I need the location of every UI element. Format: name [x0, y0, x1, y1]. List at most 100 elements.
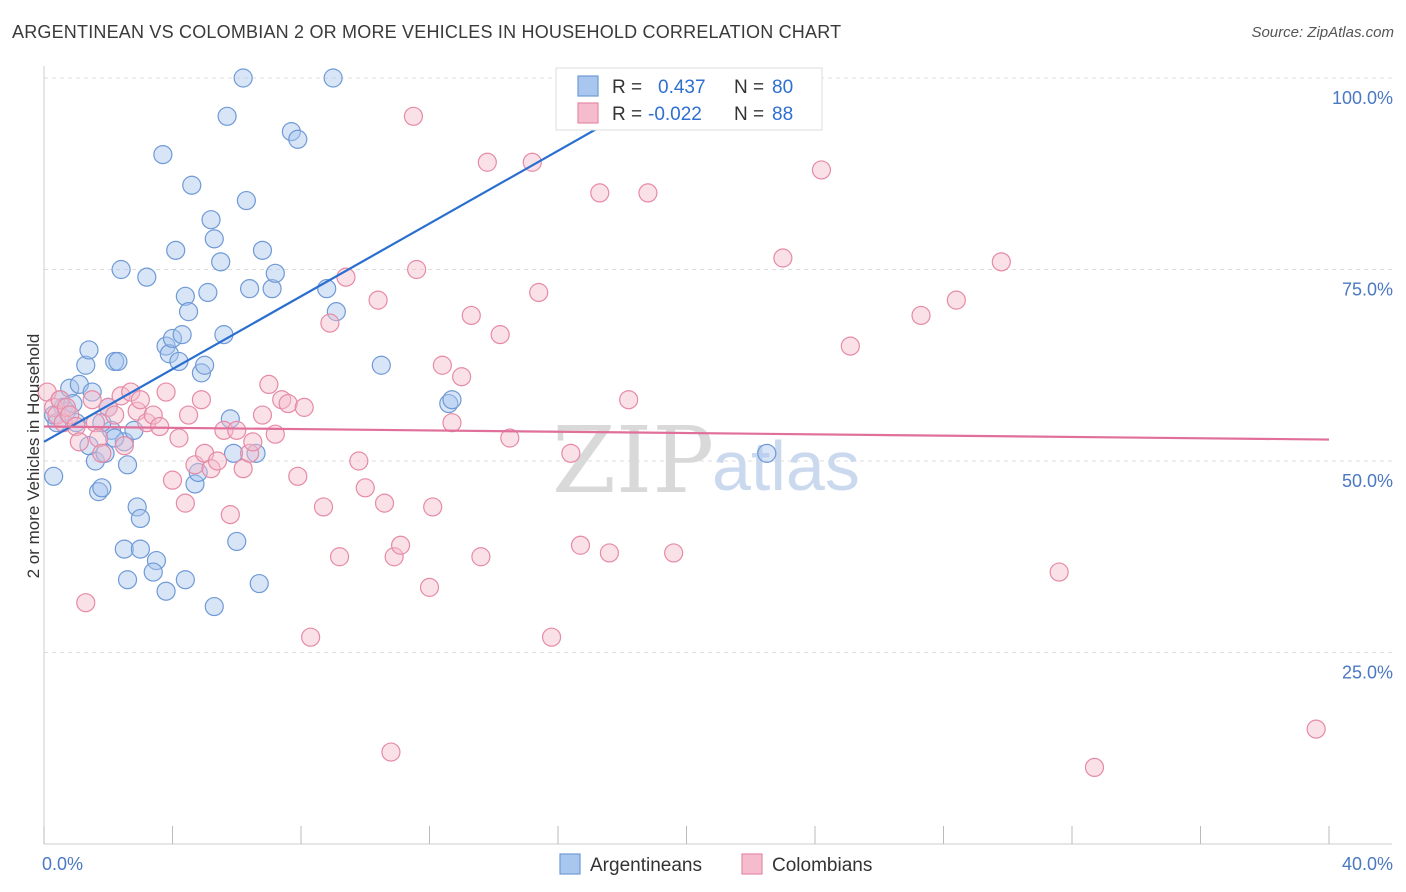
argentineans-point	[156, 581, 176, 601]
colombians-point	[423, 497, 443, 517]
legend-n-label: N =	[734, 104, 764, 125]
x-tick-labels: 0.0% 40.0%	[42, 854, 1393, 874]
argentineans-point	[246, 443, 266, 463]
colombians-point	[442, 413, 462, 433]
colombians-point	[178, 405, 199, 425]
colombians-point	[490, 325, 510, 345]
colombians-point	[1049, 562, 1069, 582]
argentineans-point	[178, 302, 199, 322]
colombians-point	[288, 466, 308, 486]
colombians-point	[349, 451, 369, 471]
argentineans-point	[114, 539, 134, 559]
legend-r-value: -0.022	[648, 104, 702, 125]
argentineans-point	[240, 279, 260, 299]
colombians-point	[390, 535, 411, 555]
argentineans-point	[79, 340, 99, 360]
trend-lines	[43, 77, 1330, 443]
legend-r-value: 0.437	[658, 77, 706, 98]
colombians-point	[1306, 719, 1326, 739]
colombians-point	[252, 405, 273, 425]
legend-label-colombians: Colombians	[772, 855, 872, 876]
argentineans-point	[105, 428, 125, 448]
series-legend: Argentineans Colombians	[559, 853, 872, 876]
colombians-point	[329, 547, 350, 567]
argentineans-point	[156, 336, 176, 356]
colombians-point	[114, 436, 134, 456]
argentineans-trend-line	[43, 77, 688, 443]
colombians-point	[320, 313, 340, 333]
colombians-point	[381, 742, 401, 762]
colombians-point	[240, 443, 260, 463]
colombians-point	[207, 451, 228, 471]
argentineans-point	[162, 328, 183, 349]
argentineans-point	[92, 478, 112, 498]
colombians-point	[243, 432, 263, 452]
argentineans-point	[44, 466, 64, 486]
legend-swatch-argentineans	[577, 75, 599, 97]
colombians-point	[374, 493, 395, 513]
argentineans-point	[326, 302, 346, 322]
argentineans-point	[249, 573, 269, 594]
colombians-point	[471, 547, 491, 567]
argentineans-point	[182, 175, 202, 195]
argentineans-point	[117, 455, 138, 475]
argentineans-point	[191, 363, 212, 383]
argentineans-point	[153, 145, 173, 165]
colombians-point	[50, 390, 70, 410]
legend-r-label: R =	[612, 104, 642, 125]
colombians-point	[500, 428, 520, 448]
colombians-point	[529, 282, 549, 303]
legend-swatch-colombians	[577, 102, 599, 124]
argentineans-point	[175, 286, 195, 306]
argentineans-point	[262, 279, 282, 299]
colombians-point	[368, 290, 388, 310]
colombians-point	[259, 374, 279, 394]
colombians-point	[162, 470, 183, 490]
colombians-point	[278, 393, 298, 414]
colombians-trend-line	[43, 425, 1330, 441]
argentineans-point	[323, 68, 343, 88]
argentineans-point	[442, 390, 462, 410]
colombians-point	[664, 543, 684, 563]
colombians-point	[313, 497, 334, 517]
argentineans-point	[217, 106, 237, 126]
colombians-point	[773, 248, 793, 268]
legend-n-value: 88	[772, 104, 793, 125]
correlation-legend: R = 0.437 N = 80 R = -0.022 N = 88	[555, 67, 823, 131]
colombians-point	[191, 390, 212, 410]
colombians-point	[143, 405, 163, 425]
argentineans-point	[233, 68, 253, 88]
argentineans-point	[82, 382, 102, 402]
argentineans-point	[371, 355, 391, 375]
colombians-point	[461, 305, 481, 326]
colombians-point	[227, 420, 247, 440]
grid-lines	[44, 77, 1392, 653]
colombians-point	[477, 152, 497, 172]
watermark-atlas: atlas	[712, 427, 860, 505]
colombians-point	[92, 443, 112, 463]
colombians-point	[150, 416, 170, 437]
argentineans-point	[188, 462, 208, 483]
colombians-point	[384, 547, 404, 567]
colombians-point	[1084, 757, 1105, 778]
colombians-point	[301, 627, 321, 647]
legend-r-label: R =	[612, 77, 642, 98]
y-axis-label: 2 or more Vehicles in Household	[24, 334, 43, 579]
argentineans-point	[204, 596, 224, 617]
argentineans-point	[111, 259, 131, 280]
colombians-point	[946, 290, 966, 310]
colombians-point	[105, 405, 125, 425]
colombians-point	[811, 160, 832, 180]
argentineans-point	[236, 190, 256, 211]
colombians-point	[840, 336, 860, 356]
watermark-zip: ZIP	[552, 407, 714, 514]
source-credit: Source: ZipAtlas.com	[1251, 24, 1394, 41]
colombians-point	[355, 478, 375, 498]
x-tick-label: 40.0%	[1342, 854, 1393, 874]
argentineans-point	[159, 344, 179, 364]
colombians-point	[76, 593, 96, 613]
colombians-point	[69, 432, 89, 452]
y-tick-label: 25.0%	[1342, 663, 1393, 683]
y-tick-label: 50.0%	[1342, 471, 1393, 491]
